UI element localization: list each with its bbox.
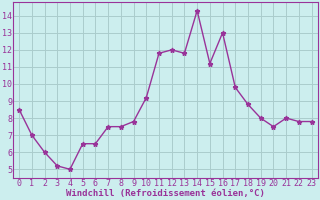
X-axis label: Windchill (Refroidissement éolien,°C): Windchill (Refroidissement éolien,°C) [66,189,265,198]
